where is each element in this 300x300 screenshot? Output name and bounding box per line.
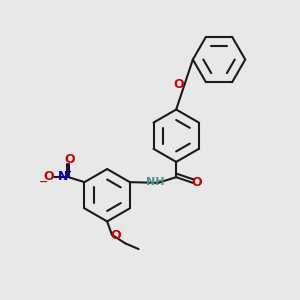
Text: O: O xyxy=(173,78,184,91)
Text: O: O xyxy=(192,176,203,189)
Text: +: + xyxy=(64,167,71,176)
Text: O: O xyxy=(43,170,54,183)
Text: N: N xyxy=(58,170,68,183)
Text: −: − xyxy=(39,177,48,187)
Text: O: O xyxy=(64,153,74,166)
Text: O: O xyxy=(110,229,121,242)
Text: NH: NH xyxy=(146,177,164,188)
